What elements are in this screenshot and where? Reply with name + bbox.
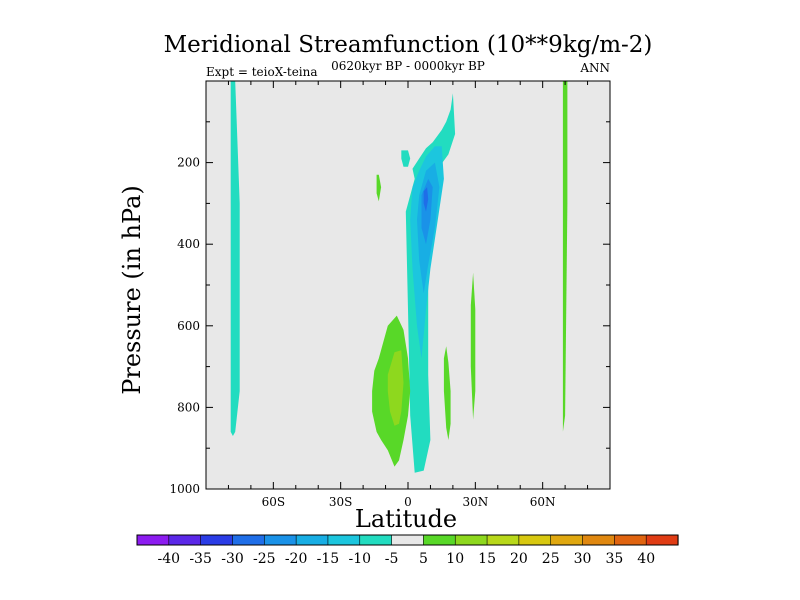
x-axis-label: Latitude xyxy=(355,505,457,533)
y-tick-label: 1000 xyxy=(169,482,200,496)
colorbar-label: 5 xyxy=(419,551,428,567)
period-label: 0620kyr BP - 0000kyr BP xyxy=(331,59,485,73)
colorbar: -40 -35 -30 -25 -20 -15 -10 -5 5 10 15 20 25 30 35 40 xyxy=(136,534,679,567)
x-tick-label: 60S xyxy=(262,495,286,509)
colorbar-box xyxy=(582,534,615,546)
colorbar-box xyxy=(263,534,297,546)
colorbar-frame xyxy=(136,534,679,546)
colorbar-box xyxy=(327,534,361,546)
colorbar-label: -10 xyxy=(349,551,372,567)
experiment-label: Expt = teioX-teina xyxy=(206,65,318,79)
y-tick-label: 400 xyxy=(177,237,200,251)
colorbar-label: 40 xyxy=(637,551,655,567)
colorbar-box xyxy=(136,534,170,546)
colorbar-label: -15 xyxy=(317,551,340,567)
colorbar-label: 20 xyxy=(510,551,528,567)
contour-fills xyxy=(230,81,568,473)
x-tick-label: 60N xyxy=(530,495,556,509)
colorbar-label: 35 xyxy=(605,551,623,567)
contour-upper-small-cell xyxy=(401,150,411,167)
colorbar-label: -20 xyxy=(285,551,308,567)
x-tick-label: 30S xyxy=(329,495,353,509)
colorbar-label: -35 xyxy=(189,551,212,567)
y-axis: 200 400 600 800 1000 xyxy=(169,121,610,496)
contour-tropical-minus-25 xyxy=(423,187,429,212)
season-label: ANN xyxy=(579,61,610,75)
colorbar-label: -25 xyxy=(253,551,276,567)
contour-nh-cell-near-20n xyxy=(443,346,451,440)
x-tick-label: 0 xyxy=(404,495,412,509)
colorbar-box xyxy=(454,534,488,546)
contour-sh-small-cell xyxy=(376,174,382,202)
colorbar-box xyxy=(295,534,329,546)
y-tick-label: 200 xyxy=(177,156,200,170)
colorbar-label: -5 xyxy=(385,551,399,567)
colorbar-box xyxy=(645,534,679,546)
colorbar-label: -30 xyxy=(221,551,244,567)
colorbar-label: -40 xyxy=(158,551,181,567)
colorbar-box xyxy=(359,534,393,546)
chart-title: Meridional Streamfunction (10**9kg/m-2) xyxy=(164,32,653,58)
colorbar-box xyxy=(486,534,520,546)
colorbar-box xyxy=(168,534,202,546)
colorbar-box xyxy=(614,534,647,546)
colorbar-label: 15 xyxy=(478,551,496,567)
contour-nh-cell-near-30n xyxy=(470,272,476,420)
colorbar-box xyxy=(391,534,425,546)
colorbar-box xyxy=(232,534,265,546)
x-axis: 60S 30S 0 30N 60N xyxy=(227,81,589,509)
colorbar-label: 10 xyxy=(446,551,464,567)
colorbar-label: 25 xyxy=(542,551,560,567)
y-tick-label: 800 xyxy=(177,400,200,414)
colorbar-box xyxy=(200,534,234,546)
colorbar-box xyxy=(423,534,456,546)
colorbar-box xyxy=(518,534,552,546)
y-axis-label: Pressure (in hPa) xyxy=(118,185,146,395)
colorbar-label: 30 xyxy=(574,551,592,567)
y-tick-label: 600 xyxy=(177,319,200,333)
x-tick-label: 30N xyxy=(462,495,488,509)
contour-sh-high-lat-cell xyxy=(230,81,240,436)
colorbar-box xyxy=(550,534,584,546)
contour-nh-high-lat-cell xyxy=(562,81,568,432)
contour-sh-subtropical-cell-10 xyxy=(387,350,404,426)
